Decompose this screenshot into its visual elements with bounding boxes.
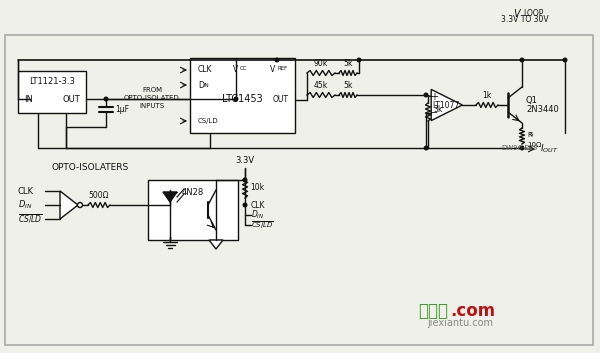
Text: OPTO-ISOLATERS: OPTO-ISOLATERS (52, 163, 128, 173)
Text: LTC1453: LTC1453 (222, 95, 263, 104)
Circle shape (77, 203, 83, 208)
Text: CS/LD: CS/LD (198, 118, 218, 124)
Circle shape (275, 58, 279, 62)
Text: $V$: $V$ (513, 7, 522, 19)
Text: $D_{IN}$: $D_{IN}$ (251, 209, 265, 221)
Circle shape (104, 97, 108, 101)
Text: Q1: Q1 (526, 96, 538, 104)
Text: DW96·F03: DW96·F03 (502, 145, 538, 151)
Circle shape (243, 203, 247, 207)
Polygon shape (163, 192, 177, 202)
Text: REF: REF (277, 66, 287, 71)
Polygon shape (209, 240, 223, 249)
Text: +: + (430, 91, 437, 102)
Text: D: D (198, 80, 204, 90)
Text: 10k: 10k (250, 184, 264, 192)
Text: 1μF: 1μF (115, 104, 129, 114)
Text: $I_{OUT}$: $I_{OUT}$ (540, 143, 559, 155)
Text: 3.3V: 3.3V (235, 156, 254, 165)
Text: V: V (233, 66, 238, 74)
Circle shape (520, 146, 524, 150)
Text: 5k: 5k (343, 59, 353, 68)
Circle shape (243, 178, 247, 182)
Circle shape (234, 97, 238, 101)
Text: CLK: CLK (18, 186, 34, 196)
Text: 4N28: 4N28 (182, 188, 204, 197)
Text: 2N3440: 2N3440 (526, 106, 559, 114)
Text: LT1121-3.3: LT1121-3.3 (29, 77, 75, 85)
Bar (148, 180, 238, 240)
Text: OUT: OUT (273, 96, 289, 104)
Bar (18, 71, 86, 113)
Circle shape (563, 58, 567, 62)
Circle shape (424, 146, 428, 150)
Text: $\overline{CS/LD}$: $\overline{CS/LD}$ (18, 213, 43, 225)
Text: V: V (270, 66, 275, 74)
Text: 3.3V TO 30V: 3.3V TO 30V (501, 16, 549, 24)
Text: IN: IN (24, 95, 33, 103)
Bar (190, 58, 295, 133)
Text: 90k: 90k (314, 59, 328, 68)
Text: S: S (530, 132, 533, 137)
Text: CLK: CLK (198, 66, 212, 74)
Text: 45k: 45k (314, 81, 328, 90)
Text: $\overline{CS/LD}$: $\overline{CS/LD}$ (251, 220, 274, 231)
Text: 接线图: 接线图 (418, 302, 448, 320)
Text: 500Ω: 500Ω (89, 191, 109, 200)
Bar (5, 35, 593, 345)
Text: CC: CC (240, 66, 248, 71)
Text: jiexiantu.com: jiexiantu.com (427, 318, 493, 328)
Text: 5k: 5k (343, 81, 353, 90)
Text: .com: .com (450, 302, 495, 320)
Text: −: − (430, 108, 437, 118)
Text: LOOP: LOOP (523, 8, 544, 18)
Text: 10Ω: 10Ω (527, 142, 541, 148)
Text: LT1077: LT1077 (433, 101, 460, 109)
Text: CLK: CLK (251, 201, 265, 209)
Polygon shape (60, 191, 78, 219)
Circle shape (357, 58, 361, 62)
Circle shape (424, 93, 428, 97)
Text: OUT: OUT (62, 95, 80, 103)
Text: 1k: 1k (482, 91, 491, 100)
Polygon shape (431, 89, 463, 121)
Text: IN: IN (204, 83, 210, 88)
Text: FROM
OPTO-ISOLATED
INPUTS: FROM OPTO-ISOLATED INPUTS (124, 87, 180, 109)
Text: 3k: 3k (433, 104, 442, 114)
Circle shape (520, 58, 524, 62)
Text: $D_{IN}$: $D_{IN}$ (18, 199, 32, 211)
Text: R: R (527, 132, 532, 138)
